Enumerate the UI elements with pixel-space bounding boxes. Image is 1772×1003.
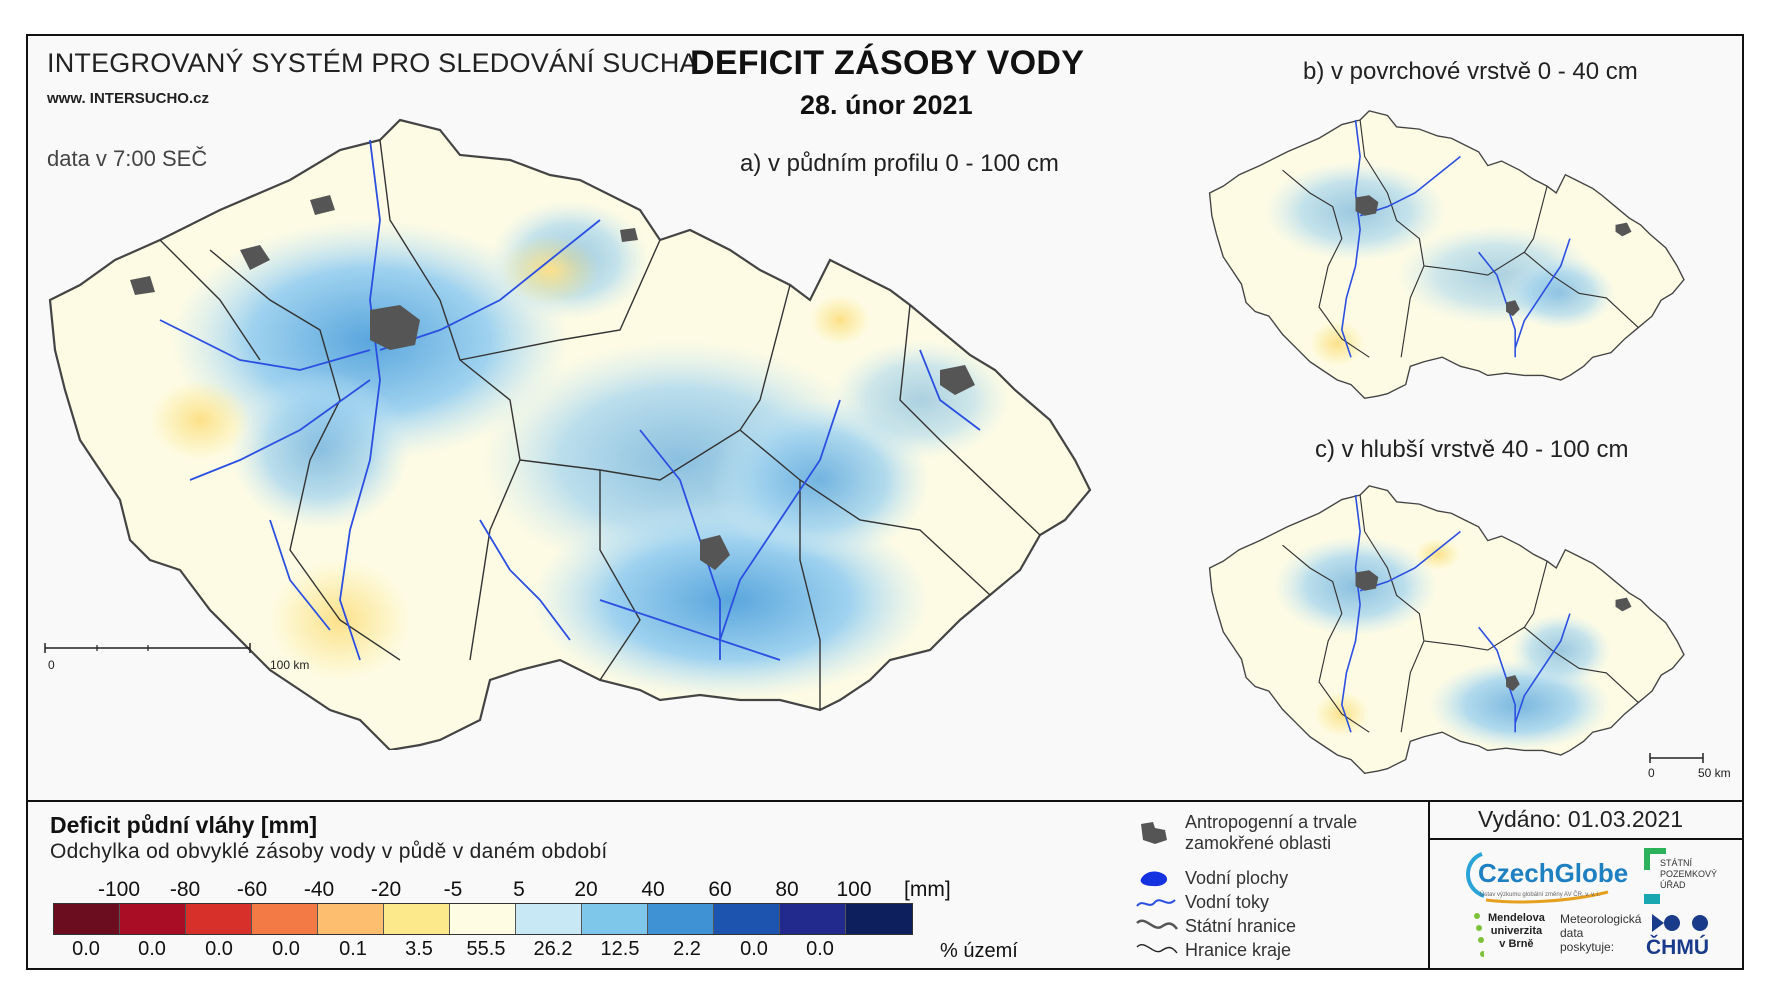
page-title: DEFICIT ZÁSOBY VODY: [690, 44, 1085, 82]
mendel-logo-text: Mendelova univerzita v Brně: [1488, 912, 1545, 950]
legend-percent: 2.2: [673, 938, 701, 960]
scale-small-zero: 0: [1648, 766, 1655, 780]
scale-bar-small: [1649, 753, 1704, 763]
legend-unit: [mm]: [904, 878, 951, 901]
symbol-label-water: Vodní plochy: [1185, 868, 1289, 888]
mendel-logo-dots: [1474, 913, 1484, 957]
legend-percent: 0.0: [138, 938, 166, 960]
legend-color-scale: [53, 903, 913, 935]
map-b-label: b) v povrchové vrstvě 0 - 40 cm: [1303, 58, 1638, 85]
legend-swatch: [582, 904, 648, 934]
legend-tick: 100: [836, 878, 872, 901]
legend-percent-label: % území: [940, 940, 1018, 962]
issued-date: Vydáno: 01.03.2021: [1478, 806, 1684, 832]
legend-percent: 0.1: [339, 938, 367, 960]
met-data-text: Meteorologická data poskytuje:: [1560, 912, 1642, 954]
urban-area-icon: [1141, 822, 1167, 844]
legend-tick: -40: [303, 878, 335, 901]
issued-row: [1428, 800, 1744, 840]
legend-percent: 12.5: [600, 938, 640, 960]
legend-tick: 40: [641, 878, 665, 901]
legend-tick: -100: [97, 878, 141, 901]
czechglobe-subtitle: Ústav výzkumu globální změny AV ČR, v. v…: [1480, 892, 1601, 898]
czechglobe-name: CzechGlobe: [1478, 858, 1629, 888]
legend-percentages: 0.0 0.0 0.0 0.0 0.1 3.5 55.5 26.2 12.5 2…: [50, 938, 1030, 964]
legend-swatch: [780, 904, 846, 934]
map-a-label: a) v půdním profilu 0 - 100 cm: [740, 150, 1059, 177]
legend-swatch: [450, 904, 516, 934]
legend-percent: 0.0: [806, 938, 834, 960]
legend-percent: 55.5: [466, 938, 506, 960]
info-panel: [1428, 800, 1744, 970]
legend-tick: -20: [370, 878, 402, 901]
czechglobe-logo: [1466, 852, 1609, 904]
scale-small-end: 50 km: [1698, 766, 1731, 780]
chmu-logo-icon: [1652, 914, 1708, 932]
website-link[interactable]: www. INTERSUCHO.cz: [47, 90, 209, 107]
scale-bar-main: [44, 643, 251, 653]
legend-tick: 80: [775, 878, 799, 901]
legend-swatch: [186, 904, 252, 934]
legend-percent: 3.5: [405, 938, 433, 960]
legend-swatch: [714, 904, 780, 934]
legend-swatch: [846, 904, 912, 934]
legend-tick: -60: [236, 878, 268, 901]
map-b-surface-layer: [1208, 110, 1685, 399]
legend-percent: 26.2: [533, 938, 573, 960]
legend-ticks: -100 -80 -60 -40 -20 -5 5 20 40 60 80 10…: [50, 878, 1030, 904]
legend-percent: 0.0: [272, 938, 300, 960]
map-date: 28. únor 2021: [800, 90, 973, 120]
legend-tick: -5: [443, 878, 463, 901]
symbol-label-state-border: Státní hranice: [1185, 916, 1297, 936]
region-border-icon: [1136, 944, 1178, 954]
legend-percent: 0.0: [72, 938, 100, 960]
legend-tick: -80: [169, 878, 201, 901]
symbol-label-region-border: Hranice kraje: [1185, 940, 1292, 960]
symbol-label-urban: Antropogenní a trvale zamokřené oblasti: [1185, 812, 1358, 853]
river-icon: [1136, 899, 1176, 907]
state-border-icon: [1136, 919, 1178, 930]
legend-swatch: [516, 904, 582, 934]
spu-logo-text: STÁTNÍ POZEMKOVÝ ÚŘAD: [1660, 858, 1718, 890]
map-c-label: c) v hlubší vrstvě 40 - 100 cm: [1315, 436, 1629, 463]
scale-main-end: 100 km: [270, 658, 310, 672]
legend-percent: 0.0: [205, 938, 233, 960]
spu-logo-icon: [1644, 848, 1666, 904]
scale-main-zero: 0: [48, 658, 55, 672]
legend-subtitle: Odchylka od obvyklé zásoby vody v půdě v…: [50, 840, 608, 863]
legend-percent: 0.0: [740, 938, 768, 960]
legend-divider: [26, 800, 1744, 802]
legend-tick: 60: [708, 878, 732, 901]
legend-swatch: [252, 904, 318, 934]
legend-tick: 5: [513, 878, 525, 901]
chmu-logo-text: ČHMÚ: [1646, 936, 1709, 959]
legend-swatch: [648, 904, 714, 934]
water-body-icon: [1140, 871, 1168, 887]
legend-tick: 20: [574, 878, 598, 901]
legend-swatch: [318, 904, 384, 934]
legend-swatch: [120, 904, 186, 934]
system-title: INTEGROVANÝ SYSTÉM PRO SLEDOVÁNÍ SUCHA: [47, 48, 698, 78]
data-time-note: data v 7:00 SEČ: [47, 146, 208, 171]
legend-swatch: [384, 904, 450, 934]
legend-title: Deficit půdní vláhy [mm]: [50, 812, 318, 838]
legend-swatch: [54, 904, 120, 934]
symbol-label-river: Vodní toky: [1185, 892, 1270, 912]
map-a-soil-profile: [44, 118, 1092, 750]
map-c-deep-layer: [1208, 485, 1685, 774]
